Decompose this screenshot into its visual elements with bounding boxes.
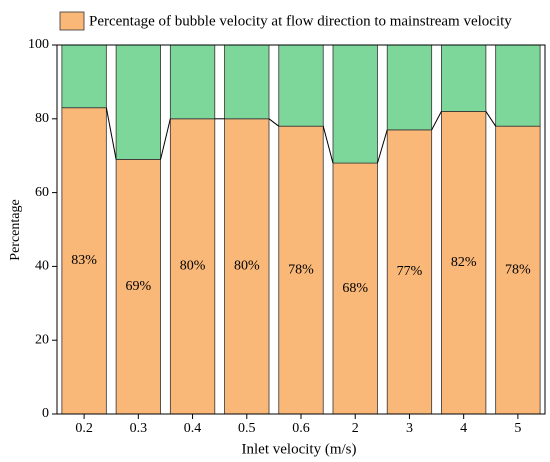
connector-line: [105, 107, 117, 160]
connector-line: [322, 126, 334, 164]
bar-segment: [495, 44, 541, 127]
x-tick-label: 4: [460, 421, 467, 436]
value-label: 78%: [288, 262, 314, 277]
legend-label: Percentage of bubble velocity at flow di…: [89, 13, 512, 29]
x-tick-label: 0.2: [75, 421, 93, 436]
x-tick-label: 0.6: [292, 421, 310, 436]
y-tick-label: 20: [35, 332, 49, 347]
bar-segment: [441, 44, 487, 112]
y-tick-label: 60: [35, 185, 49, 200]
x-tick-label: 0.4: [184, 421, 202, 436]
x-tick-label: 5: [514, 421, 521, 436]
connector-line: [485, 111, 497, 127]
x-tick-label: 0.3: [130, 421, 148, 436]
value-label: 68%: [342, 281, 368, 296]
bar-segment: [61, 107, 107, 415]
y-axis-title: Percentage: [8, 199, 23, 260]
bar-segment: [386, 129, 433, 415]
connector-line: [431, 111, 442, 131]
bar-segment: [332, 44, 378, 164]
value-label: 80%: [180, 259, 206, 274]
connector-line: [160, 118, 171, 160]
y-tick-label: 40: [35, 259, 49, 274]
value-label: 78%: [505, 262, 531, 277]
connector-line: [268, 118, 280, 127]
x-tick-label: 2: [352, 421, 359, 436]
value-label: 69%: [125, 279, 151, 294]
bar-segment: [278, 125, 324, 415]
bar-segment: [115, 44, 161, 160]
bar-segment: [224, 44, 270, 120]
value-label: 83%: [71, 253, 97, 268]
x-tick-label: 3: [406, 421, 413, 436]
value-label: 82%: [451, 255, 477, 270]
bar-segment: [278, 44, 324, 127]
y-tick-label: 100: [28, 37, 49, 52]
bar-segment: [224, 118, 270, 415]
y-tick-label: 80: [35, 111, 49, 126]
bar-segment: [115, 158, 161, 415]
legend-swatch: [59, 11, 85, 31]
bar-segment: [61, 44, 107, 109]
plot-frame: [56, 44, 546, 415]
y-tick-label: 0: [42, 406, 49, 421]
bar-segment: [386, 44, 433, 131]
value-label: 77%: [397, 264, 423, 279]
x-axis-title: Inlet velocity (m/s): [242, 441, 357, 457]
x-tick-label: 0.5: [238, 421, 256, 436]
connector-line: [376, 129, 388, 164]
bar-segment: [169, 44, 216, 120]
bar-segment: [169, 118, 216, 415]
value-label: 80%: [234, 259, 260, 274]
bar-segment: [441, 111, 487, 415]
